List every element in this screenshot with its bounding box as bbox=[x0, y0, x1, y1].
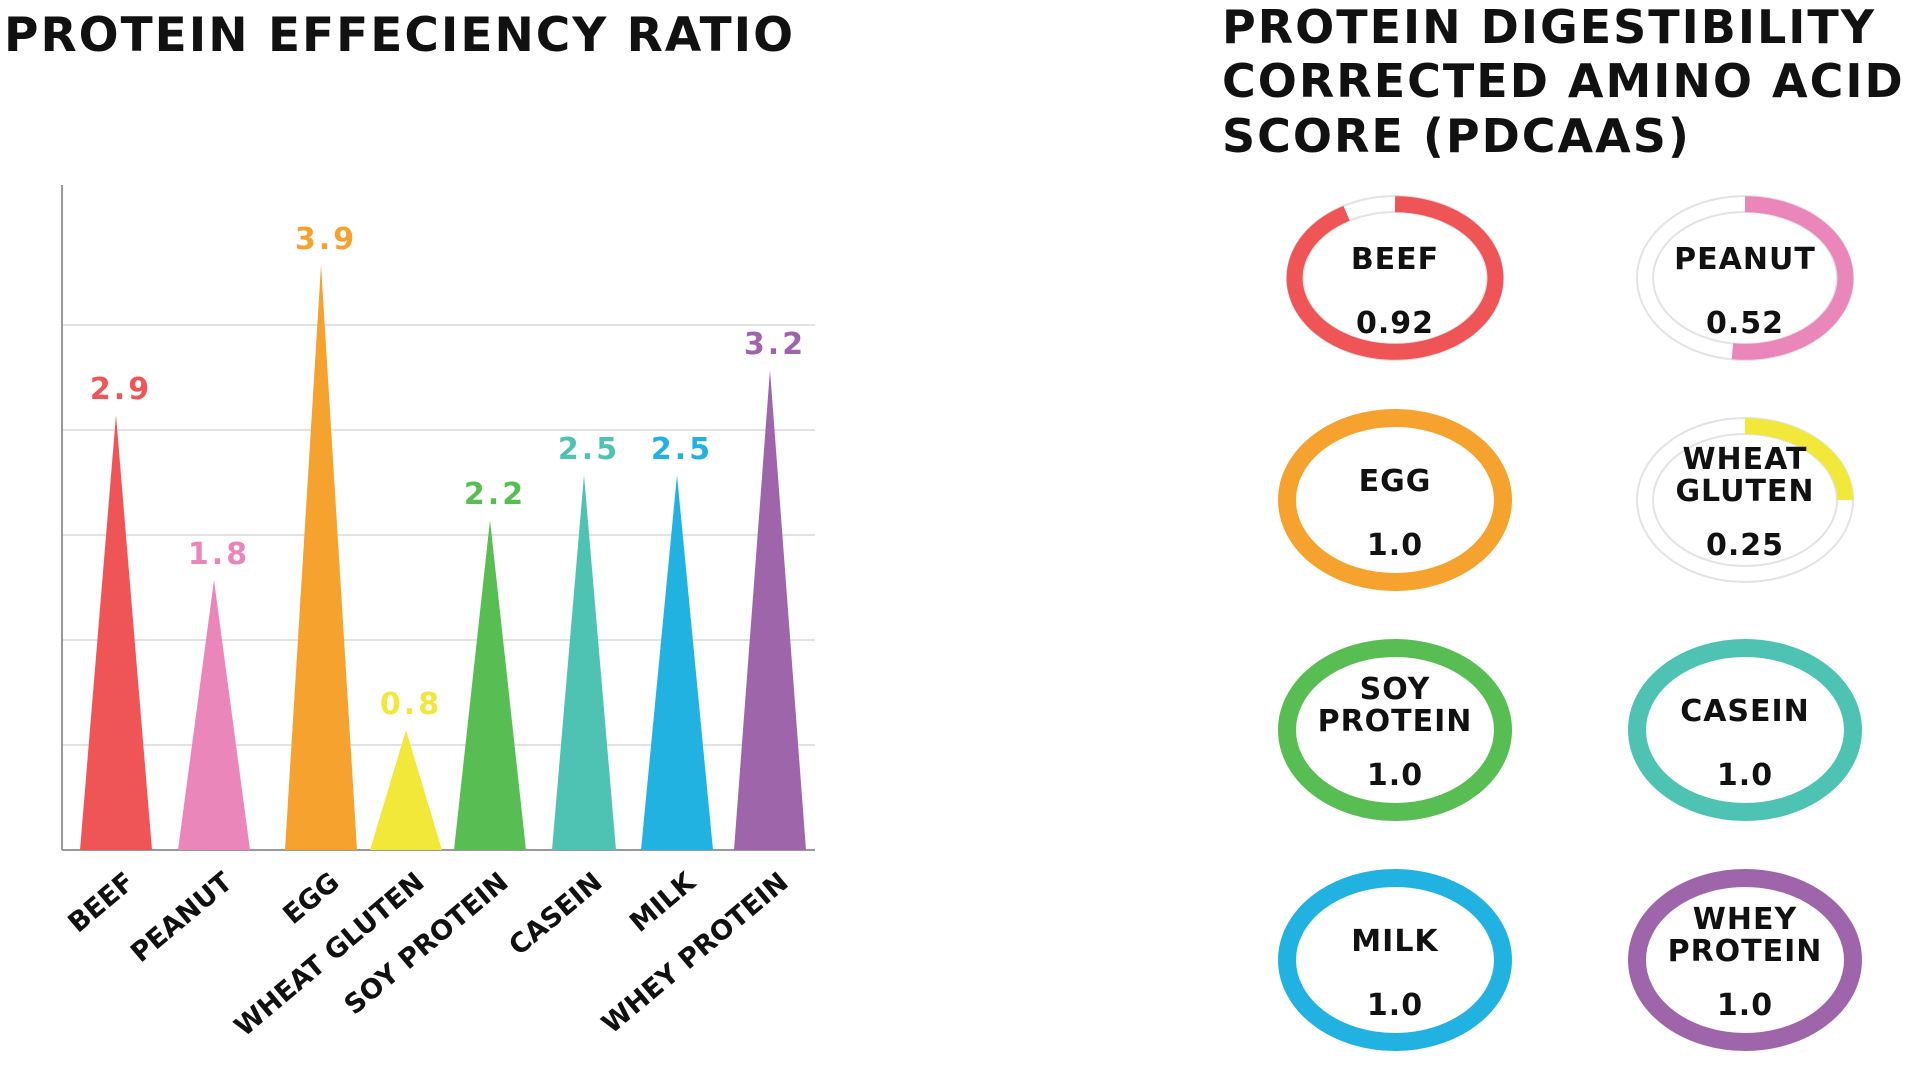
data-label: 3.9 bbox=[295, 222, 357, 257]
gauge-ring bbox=[1636, 417, 1854, 583]
data-label: 2.5 bbox=[651, 432, 713, 467]
gauge-fill bbox=[1744, 418, 1854, 501]
gauge-label: CASEIN bbox=[1680, 694, 1810, 729]
data-label: 2.5 bbox=[558, 432, 620, 467]
gauge-label: WHEAT GLUTEN bbox=[1675, 442, 1815, 509]
per-title: PROTEIN EFFECIENCY RATIO bbox=[4, 8, 796, 63]
gauge-ring bbox=[1278, 869, 1512, 1051]
data-label: 3.2 bbox=[744, 327, 806, 362]
gauge-soy-protein: SOY PROTEIN 1.0 bbox=[1270, 632, 1520, 828]
gauge-value: 1.0 bbox=[1366, 988, 1424, 1023]
gauge-label: WHEY PROTEIN bbox=[1667, 902, 1823, 969]
gauge-fill bbox=[1278, 869, 1512, 1051]
gauge-value: 0.92 bbox=[1355, 306, 1435, 341]
bar-egg bbox=[285, 265, 357, 850]
gauge-fill bbox=[1286, 196, 1504, 360]
gauge-milk: MILK 1.0 bbox=[1270, 862, 1520, 1058]
gauge-fill bbox=[1278, 409, 1512, 591]
bar-soy-protein bbox=[454, 520, 526, 850]
gauge-label: EGG bbox=[1358, 464, 1432, 499]
gauge-ring bbox=[1278, 639, 1512, 821]
data-label: 2.9 bbox=[90, 372, 152, 407]
x-tick-label: PEANUT bbox=[125, 866, 239, 969]
gauge-wheat-gluten: WHEAT GLUTEN 0.25 bbox=[1620, 402, 1870, 598]
bar-milk bbox=[641, 475, 713, 850]
x-tick-label: CASEIN bbox=[503, 867, 608, 962]
gauge-fill bbox=[1628, 639, 1862, 821]
gauge-ring bbox=[1278, 409, 1512, 591]
bar-beef bbox=[80, 415, 152, 850]
gauge-value: 0.52 bbox=[1705, 306, 1785, 341]
data-label: 2.2 bbox=[464, 477, 526, 512]
gauge-value: 1.0 bbox=[1366, 758, 1424, 793]
gauge-ring bbox=[1628, 869, 1862, 1051]
bar-casein bbox=[552, 475, 616, 850]
gauge-egg: EGG 1.0 bbox=[1270, 402, 1520, 598]
gauge-label: SOY PROTEIN bbox=[1317, 672, 1473, 739]
gauge-ring bbox=[1286, 195, 1504, 361]
gauge-fill bbox=[1628, 869, 1862, 1051]
gauge-fill bbox=[1278, 639, 1512, 821]
gauge-value: 1.0 bbox=[1366, 528, 1424, 563]
gauge-value: 1.0 bbox=[1716, 988, 1774, 1023]
gauge-ring bbox=[1636, 195, 1854, 361]
gauge-whey-protein: WHEY PROTEIN 1.0 bbox=[1620, 862, 1870, 1058]
data-label: 0.8 bbox=[380, 687, 442, 722]
gauge-label: BEEF bbox=[1350, 242, 1440, 277]
gauge-beef: BEEF 0.92 bbox=[1270, 180, 1520, 376]
data-label: 1.8 bbox=[188, 537, 250, 572]
pdcaas-title: PROTEIN DIGESTIBILITY CORRECTED AMINO AC… bbox=[1222, 0, 1905, 163]
x-tick-label: MILK bbox=[624, 866, 702, 939]
bar-peanut bbox=[178, 580, 250, 850]
gauge-fill bbox=[1731, 196, 1854, 360]
gauge-track bbox=[1636, 417, 1854, 583]
gauge-value: 1.0 bbox=[1716, 758, 1774, 793]
gauge-label: MILK bbox=[1351, 924, 1439, 959]
gauge-peanut: PEANUT 0.52 bbox=[1620, 180, 1870, 376]
bar-wheat-gluten bbox=[370, 730, 442, 850]
gauge-label: PEANUT bbox=[1674, 242, 1816, 277]
bar-whey-protein bbox=[734, 370, 806, 850]
gauge-value: 0.25 bbox=[1705, 528, 1785, 563]
gauge-ring bbox=[1628, 639, 1862, 821]
x-tick-label: EGG bbox=[277, 867, 345, 931]
gauge-casein: CASEIN 1.0 bbox=[1620, 632, 1870, 828]
x-tick-label: BEEF bbox=[62, 867, 140, 940]
pdcaas-gauges: BEEF 0.92 PEANUT 0.52 EGG 1.0 WHEAT GLUTEN 0.25… bbox=[1270, 180, 1921, 1080]
